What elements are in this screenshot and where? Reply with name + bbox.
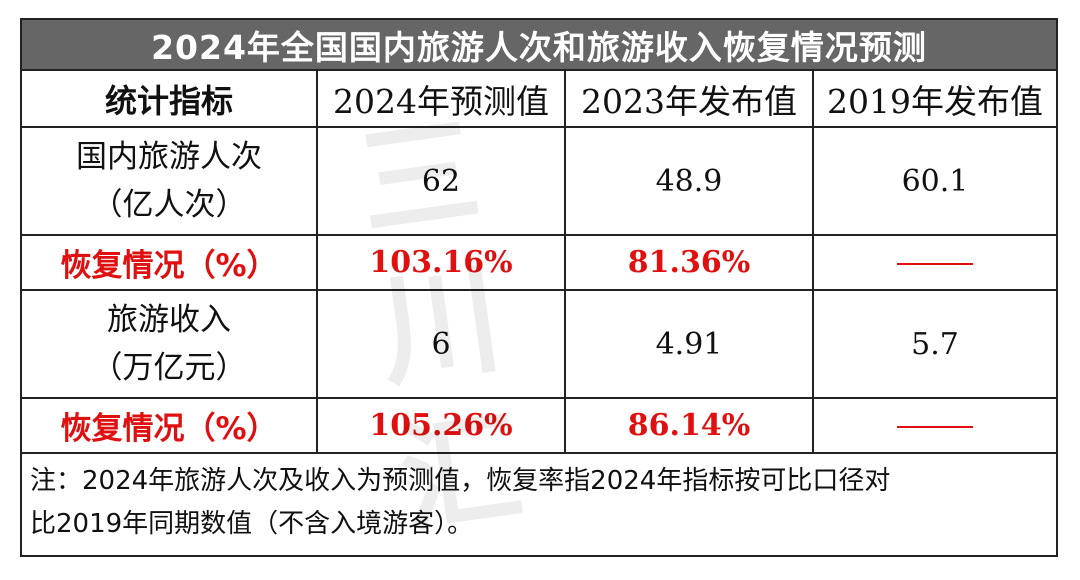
cell-dash: —— (812, 397, 1056, 454)
table-note-row: 注：2024年旅游人次及收入为预测值，恢复率指2024年指标按可比口径对 比20… (22, 452, 1056, 551)
dash-mark (897, 263, 973, 265)
row-label: 恢复情况（%） (22, 397, 318, 454)
row-label-line1: 国内旅游人次 (76, 139, 262, 175)
note-line1: 注：2024年旅游人次及收入为预测值，恢复率指2024年指标按可比口径对 (30, 465, 891, 496)
cell-value: 86.14% (564, 397, 814, 454)
header-2024-forecast: 2024年预测值 (316, 71, 566, 128)
header-2023-published: 2023年发布值 (564, 71, 814, 128)
row-label: 国内旅游人次 （亿人次） (22, 126, 318, 236)
table-row-trips: 国内旅游人次 （亿人次） 62 48.9 60.1 (22, 126, 1056, 236)
dash-mark (897, 426, 973, 428)
table-row-revenue: 旅游收入 （万亿元） 6 4.91 5.7 (22, 289, 1056, 399)
cell-value: 62 (316, 126, 566, 236)
header-2019-published: 2019年发布值 (812, 71, 1056, 128)
forecast-table: 统计指标 2024年预测值 2023年发布值 2019年发布值 国内旅游人次 （… (22, 71, 1056, 551)
cell-value: 105.26% (316, 397, 566, 454)
row-label-line2: （万亿元） (91, 350, 247, 386)
table-note: 注：2024年旅游人次及收入为预测值，恢复率指2024年指标按可比口径对 比20… (22, 452, 1056, 551)
table-row-trips-recovery: 恢复情况（%） 103.16% 81.36% —— (22, 234, 1056, 291)
note-line2: 比2019年同期数值（不含入境游客）。 (30, 508, 474, 539)
cell-value: 103.16% (316, 234, 566, 291)
forecast-table-panel: 2024年全国国内旅游人次和旅游收入恢复情况预测 统计指标 2024年预测值 2… (20, 18, 1058, 557)
cell-value: 81.36% (564, 234, 814, 291)
table-row-revenue-recovery: 恢复情况（%） 105.26% 86.14% —— (22, 397, 1056, 454)
row-label: 恢复情况（%） (22, 234, 318, 291)
cell-value: 5.7 (812, 289, 1056, 399)
cell-value: 6 (316, 289, 566, 399)
cell-dash: —— (812, 234, 1056, 291)
table-title: 2024年全国国内旅游人次和旅游收入恢复情况预测 (22, 20, 1056, 71)
cell-value: 60.1 (812, 126, 1056, 236)
row-label: 旅游收入 （万亿元） (22, 289, 318, 399)
cell-value: 4.91 (564, 289, 814, 399)
row-label-line2: （亿人次） (91, 187, 247, 223)
cell-value: 48.9 (564, 126, 814, 236)
header-indicator: 统计指标 (22, 71, 318, 128)
table-header-row: 统计指标 2024年预测值 2023年发布值 2019年发布值 (22, 71, 1056, 128)
row-label-line1: 旅游收入 (107, 302, 231, 338)
